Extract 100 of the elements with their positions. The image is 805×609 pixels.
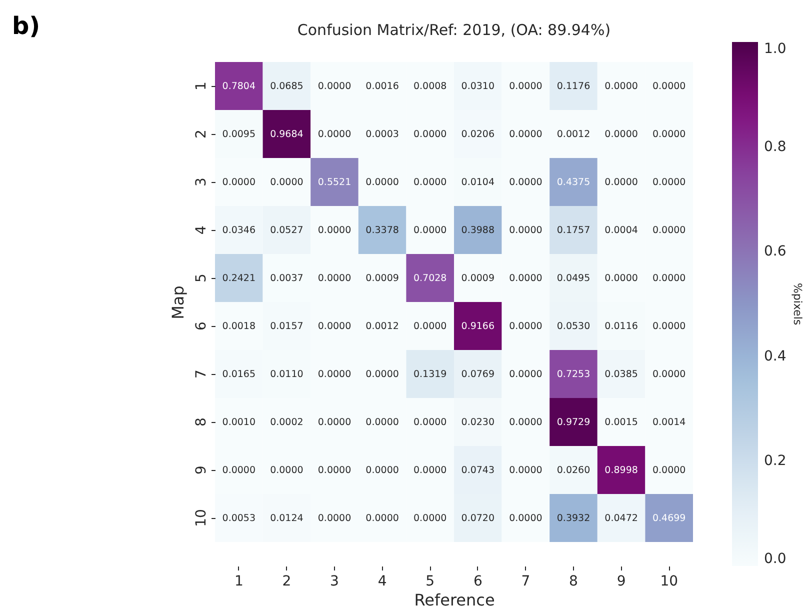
y-tick-label: 10 (194, 509, 210, 527)
data-label: 0.0000 (652, 129, 686, 140)
data-label: 0.0000 (318, 513, 352, 524)
y-axis-title: Map (168, 286, 188, 320)
data-label: 0.0000 (413, 129, 447, 140)
color-bar-label: 1.0 (764, 41, 786, 57)
data-label: 0.0000 (413, 465, 447, 476)
data-label: 0.0000 (604, 177, 638, 188)
x-tick-label: 9 (616, 574, 626, 590)
data-label: 0.0743 (461, 465, 495, 476)
data-label: 0.0530 (556, 321, 590, 332)
data-label: 0.0000 (604, 273, 638, 284)
data-label: 0.0000 (509, 417, 542, 428)
data-label: 0.0000 (509, 129, 542, 140)
y-tick-label: 1 (194, 82, 210, 90)
data-label: 0.7028 (413, 273, 447, 284)
data-label: 0.0110 (270, 369, 304, 380)
data-label: 0.0000 (318, 81, 352, 92)
color-bar-label: 0.4 (764, 348, 786, 364)
data-label: 0.0310 (461, 81, 495, 92)
data-label: 0.0000 (413, 225, 447, 236)
data-label: 0.0000 (509, 513, 542, 524)
data-label: 0.0010 (222, 417, 256, 428)
data-label: 0.3378 (366, 225, 399, 236)
data-label: 0.0206 (461, 129, 495, 140)
x-tick-label: 5 (426, 574, 435, 590)
x-axis-title: Reference (414, 590, 495, 609)
data-label: 0.3932 (556, 513, 590, 524)
data-label: 0.0000 (318, 465, 352, 476)
color-bar-label: 0.8 (764, 138, 786, 155)
data-label: 0.0000 (652, 321, 686, 332)
data-label: 0.0004 (604, 225, 638, 236)
data-label: 0.0000 (366, 369, 399, 380)
data-label: 0.0000 (413, 417, 447, 428)
data-label: 0.0495 (556, 273, 590, 284)
data-label: 0.0016 (366, 81, 399, 92)
x-tick-label: 2 (282, 574, 292, 590)
data-label: 0.0104 (461, 177, 495, 188)
data-label: 0.0000 (509, 81, 542, 92)
data-label: 0.0720 (461, 513, 495, 524)
data-label: 0.0008 (413, 81, 447, 92)
data-label: 0.0000 (318, 129, 352, 140)
chart-title: Confusion Matrix/Ref: 2019, (OA: 89.94%) (297, 21, 611, 39)
color-bar-label: 0.0 (764, 551, 786, 567)
data-label: 0.0014 (652, 417, 686, 428)
data-label: 0.0000 (652, 273, 686, 284)
x-tick-label: 6 (473, 574, 482, 590)
y-tick-label: 4 (194, 225, 210, 234)
data-label: 0.0000 (413, 513, 447, 524)
data-label: 0.1757 (556, 225, 590, 236)
data-label: 0.0472 (604, 513, 638, 524)
color-bar-title: %pixels (791, 282, 804, 326)
y-tick-label: 2 (194, 130, 210, 138)
data-label: 0.4375 (556, 177, 590, 188)
data-label: 0.0037 (270, 273, 304, 284)
data-label: 0.9729 (556, 417, 590, 428)
data-label: 0.0000 (318, 321, 352, 332)
data-label: 0.0116 (604, 321, 638, 332)
data-label: 0.0000 (652, 465, 686, 476)
data-label: 0.0000 (652, 369, 686, 380)
data-label: 0.0346 (222, 225, 256, 236)
data-label: 0.0769 (461, 369, 495, 380)
data-label: 0.0000 (270, 177, 304, 188)
y-tick-label: 7 (194, 370, 210, 378)
x-tick-label: 3 (330, 574, 339, 590)
text: b) (12, 12, 40, 40)
data-label: 0.5521 (318, 177, 352, 188)
data-label: 0.0012 (366, 321, 399, 332)
data-label: 0.0000 (318, 417, 352, 428)
x-tick-label: 4 (378, 574, 387, 590)
x-tick-label: 8 (569, 574, 578, 590)
data-label: 0.0000 (413, 177, 447, 188)
data-label: 0.0000 (366, 177, 399, 188)
data-label: 0.0124 (270, 513, 304, 524)
data-label: 0.0000 (509, 465, 542, 476)
data-label: 0.0000 (366, 513, 399, 524)
data-label: 0.0000 (509, 273, 542, 284)
data-label: 0.9166 (461, 321, 495, 332)
data-label: 0.1319 (413, 369, 447, 380)
data-label: 0.0000 (509, 225, 542, 236)
y-tick-label: 6 (194, 321, 210, 330)
data-label: 0.0000 (652, 177, 686, 188)
data-label: 0.0000 (318, 273, 352, 284)
data-label: 0.3988 (461, 225, 495, 236)
data-label: 0.0527 (270, 225, 304, 236)
data-label: 0.0000 (270, 465, 304, 476)
data-label: 0.0000 (413, 321, 447, 332)
data-label: 0.0000 (366, 465, 399, 476)
y-tick-label: 8 (194, 418, 210, 426)
data-label: 0.0009 (461, 273, 495, 284)
data-label: 0.9684 (270, 129, 304, 140)
data-label: 0.0000 (604, 81, 638, 92)
data-label: 0.0230 (461, 417, 495, 428)
y-tick-label: 3 (194, 178, 210, 186)
data-label: 0.0095 (222, 129, 256, 140)
data-label: 0.0009 (366, 273, 399, 284)
data-label: 0.0000 (318, 225, 352, 236)
data-label: 0.0002 (270, 417, 304, 428)
data-label: 0.0053 (222, 513, 256, 524)
data-label: 0.0685 (270, 81, 304, 92)
